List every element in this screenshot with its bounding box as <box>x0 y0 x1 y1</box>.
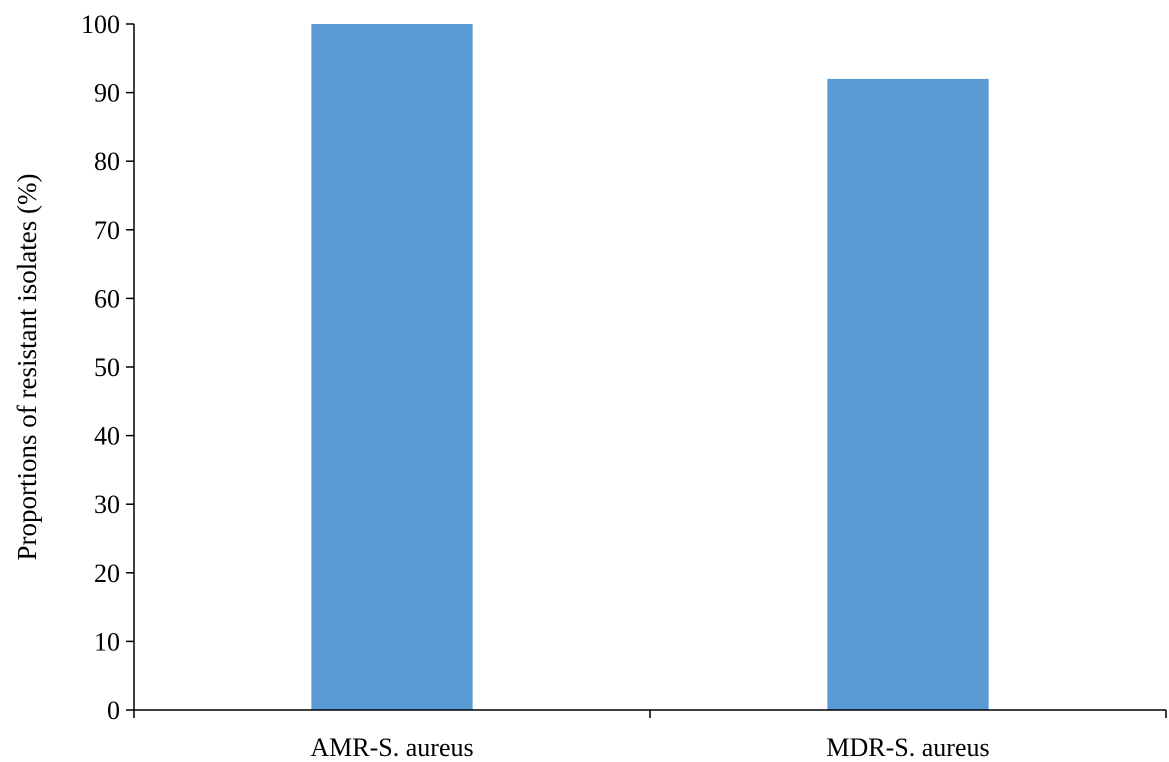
x-category-label: AMR-S. aureus <box>310 733 473 762</box>
y-tick-label: 70 <box>94 216 120 245</box>
y-tick-label: 60 <box>94 284 120 313</box>
y-tick-label: 20 <box>94 559 120 588</box>
y-axis-ticks: 0 10 20 30 40 50 60 70 80 90 100 <box>81 10 134 725</box>
y-tick-label: 10 <box>94 627 120 656</box>
y-tick-label: 0 <box>107 696 120 725</box>
y-axis-title: Proportions of resistant isolates (%) <box>12 174 42 561</box>
bar-2 <box>827 78 989 710</box>
y-tick-label: 90 <box>94 79 120 108</box>
y-tick-label: 40 <box>94 422 120 451</box>
y-tick-label: 80 <box>94 147 120 176</box>
bars-group <box>311 24 989 710</box>
x-category-label: MDR-S. aureus <box>826 733 989 762</box>
y-tick-label: 50 <box>94 353 120 382</box>
y-tick-label: 100 <box>81 10 120 39</box>
bar-1 <box>311 24 473 710</box>
y-tick-label: 30 <box>94 490 120 519</box>
x-axis-ticks: AMR-S. aureus MDR-S. aureus <box>133 710 1167 762</box>
